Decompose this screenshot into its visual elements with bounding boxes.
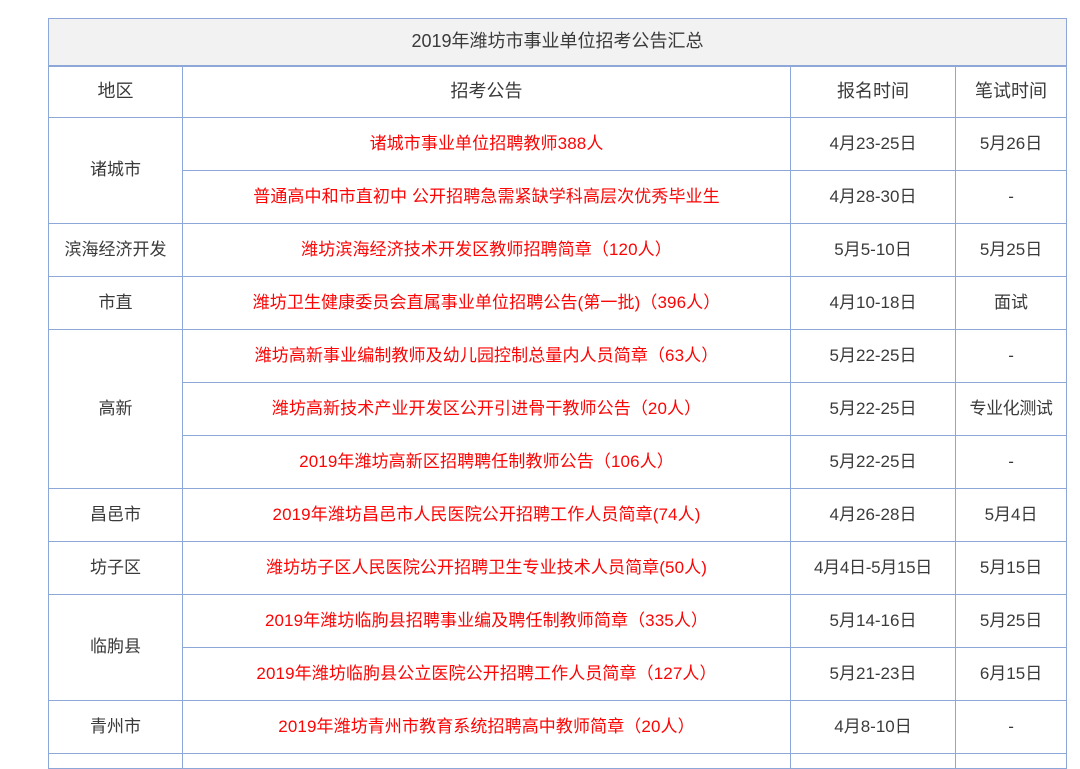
cell-notice-link[interactable]: 潍坊高新事业编制教师及幼儿园控制总量内人员简章（63人） (182, 329, 791, 383)
table-row: 普通高中和市直初中 公开招聘急需紧缺学科高层次优秀毕业生 4月28-30日 - (49, 170, 1068, 224)
cell-exam: 5月15日 (954, 541, 1068, 595)
column-header-region: 地区 (48, 65, 183, 118)
cell-signup: 4月10-18日 (790, 276, 956, 330)
cell-signup: 5月14-16日 (790, 594, 956, 648)
cell-notice-link[interactable]: 潍坊坊子区人民医院公开招聘卫生专业技术人员简章(50人) (182, 541, 791, 595)
table-row: 滨海经济开发 潍坊滨海经济技术开发区教师招聘简章（120人） 5月5-10日 5… (48, 223, 1068, 277)
cell-notice-link (182, 753, 791, 769)
cell-exam: - (954, 435, 1068, 489)
cell-exam: 5月25日 (954, 594, 1068, 648)
cell-region: 坊子区 (48, 541, 183, 595)
cell-exam: - (954, 170, 1068, 224)
cell-signup: 5月21-23日 (790, 647, 956, 701)
table-title-row: 2019年潍坊市事业单位招考公告汇总 (47, 18, 1068, 67)
cell-region: 青州市 (48, 700, 183, 754)
cell-signup: 5月22-25日 (790, 382, 956, 436)
table-body: 2019年潍坊市事业单位招考公告汇总 地区 招考公告 报名时间 笔试时间 诸城市… (47, 18, 1068, 769)
cell-signup: 4月23-25日 (790, 117, 956, 171)
table-row-clipped (48, 753, 1068, 769)
table-row: 临朐县 2019年潍坊临朐县招聘事业编及聘任制教师简章（335人） 5月14-1… (48, 594, 1068, 701)
cell-signup: 5月22-25日 (790, 329, 956, 383)
cell-region: 临朐县 (48, 594, 183, 701)
column-header-exam: 笔试时间 (954, 65, 1068, 118)
cell-exam: 5月4日 (954, 488, 1068, 542)
cell-region: 诸城市 (48, 117, 183, 224)
table-row: 2019年潍坊高新区招聘聘任制教师公告（106人） 5月22-25日 - (49, 435, 1068, 489)
table-row: 青州市 2019年潍坊青州市教育系统招聘高中教师简章（20人） 4月8-10日 … (48, 700, 1068, 754)
cell-exam: - (954, 329, 1068, 383)
cell-region (48, 753, 183, 769)
table-row: 诸城市 诸城市事业单位招聘教师388人 4月23-25日 5月26日 (48, 117, 1068, 224)
cell-notice-link[interactable]: 2019年潍坊临朐县招聘事业编及聘任制教师简章（335人） (182, 594, 791, 648)
cell-region: 滨海经济开发 (48, 223, 183, 277)
cell-signup: 5月22-25日 (790, 435, 956, 489)
cell-signup: 4月28-30日 (790, 170, 956, 224)
cell-notice-link[interactable]: 2019年潍坊青州市教育系统招聘高中教师简章（20人） (182, 700, 791, 754)
table-title: 2019年潍坊市事业单位招考公告汇总 (47, 18, 1068, 67)
cell-exam: - (954, 700, 1068, 754)
cell-notice-link[interactable]: 潍坊卫生健康委员会直属事业单位招聘公告(第一批)（396人） (182, 276, 791, 330)
table-row: 潍坊高新技术产业开发区公开引进骨干教师公告（20人） 5月22-25日 专业化测… (49, 382, 1068, 436)
column-header-notice: 招考公告 (182, 65, 791, 118)
cell-signup (790, 753, 956, 769)
cell-notice-link[interactable]: 2019年潍坊临朐县公立医院公开招聘工作人员简章（127人） (182, 647, 791, 701)
cell-signup: 4月8-10日 (790, 700, 956, 754)
cell-exam: 6月15日 (954, 647, 1068, 701)
table-header-row: 地区 招考公告 报名时间 笔试时间 (48, 65, 1068, 118)
cell-notice-link[interactable]: 潍坊高新技术产业开发区公开引进骨干教师公告（20人） (182, 382, 791, 436)
column-header-signup: 报名时间 (790, 65, 956, 118)
table-row: 高新 潍坊高新事业编制教师及幼儿园控制总量内人员简章（63人） 5月22-25日… (48, 329, 1068, 489)
cell-notice-link[interactable]: 2019年潍坊高新区招聘聘任制教师公告（106人） (182, 435, 791, 489)
cell-signup: 5月5-10日 (790, 223, 956, 277)
cell-exam: 专业化测试 (954, 382, 1068, 436)
cell-notice-link[interactable]: 2019年潍坊昌邑市人民医院公开招聘工作人员简章(74人) (182, 488, 791, 542)
table-row: 昌邑市 2019年潍坊昌邑市人民医院公开招聘工作人员简章(74人) 4月26-2… (48, 488, 1068, 542)
cell-signup: 4月26-28日 (790, 488, 956, 542)
announcement-table: 2019年潍坊市事业单位招考公告汇总 地区 招考公告 报名时间 笔试时间 诸城市… (47, 18, 1068, 769)
cell-notice-link[interactable]: 潍坊滨海经济技术开发区教师招聘简章（120人） (182, 223, 791, 277)
cell-signup: 4月4日-5月15日 (790, 541, 956, 595)
cell-exam: 5月26日 (954, 117, 1068, 171)
cell-exam: 5月25日 (954, 223, 1068, 277)
announcement-table-container: 2019年潍坊市事业单位招考公告汇总 地区 招考公告 报名时间 笔试时间 诸城市… (47, 18, 1068, 769)
table-row: 市直 潍坊卫生健康委员会直属事业单位招聘公告(第一批)（396人） 4月10-1… (48, 276, 1068, 330)
cell-exam: 面试 (954, 276, 1068, 330)
table-row: 坊子区 潍坊坊子区人民医院公开招聘卫生专业技术人员简章(50人) 4月4日-5月… (48, 541, 1068, 595)
cell-notice-link[interactable]: 诸城市事业单位招聘教师388人 (182, 117, 791, 171)
cell-exam (954, 753, 1068, 769)
cell-region: 昌邑市 (48, 488, 183, 542)
cell-region: 市直 (48, 276, 183, 330)
cell-notice-link[interactable]: 普通高中和市直初中 公开招聘急需紧缺学科高层次优秀毕业生 (182, 170, 791, 224)
cell-region: 高新 (48, 329, 183, 489)
table-row: 2019年潍坊临朐县公立医院公开招聘工作人员简章（127人） 5月21-23日 … (49, 647, 1068, 701)
